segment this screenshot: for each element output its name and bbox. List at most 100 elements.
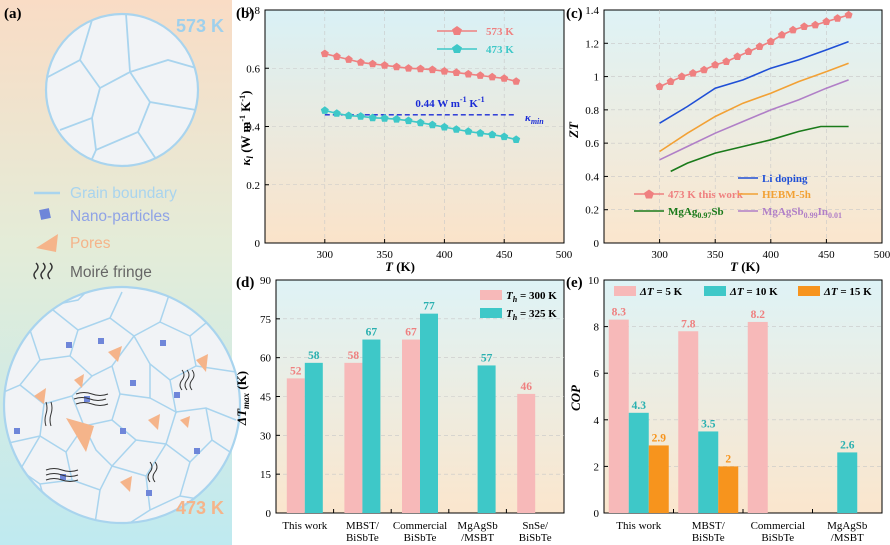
panel-e-label: (e) bbox=[566, 275, 583, 291]
panel-d: (d) 0 15 30 45 60 75 90 This work MBST/BiSbTe Com… bbox=[234, 275, 565, 544]
data-point-1 bbox=[356, 112, 365, 120]
x-tick-label: 400 bbox=[436, 249, 453, 261]
data-point-1 bbox=[476, 129, 485, 137]
bar-0 bbox=[344, 362, 363, 513]
x-tick-label: 500 bbox=[556, 249, 573, 261]
y-tick-label: 1.4 bbox=[585, 5, 599, 17]
y-tick-label: 15 bbox=[260, 469, 272, 481]
x-tick-label: SnSe/BiSbTe bbox=[519, 520, 552, 544]
y-tick-label: 6 bbox=[594, 368, 600, 380]
legend-dt5-label: ΔT = 5 K bbox=[639, 286, 683, 298]
y-tick-label: 1 bbox=[594, 72, 600, 84]
panel-c-ticks: 0 0.2 0.4 0.6 0.8 1 1.2 1.4 300 350 400 450 500 bbox=[585, 5, 890, 261]
data-point-1 bbox=[380, 114, 389, 122]
nano-particle-icon bbox=[39, 208, 51, 220]
y-tick-label: 60 bbox=[260, 353, 272, 365]
bar-value-label: 8.3 bbox=[612, 307, 627, 319]
bar-1 bbox=[304, 362, 323, 513]
panel-b-ticks: 0 0.2 0.4 0.6 0.8 300 350 400 450 500 bbox=[246, 5, 573, 261]
panel-b-xlabel: T (K) bbox=[385, 259, 415, 274]
data-point-1 bbox=[404, 116, 413, 125]
data-point-0 bbox=[822, 17, 831, 25]
panel-e-legend: ΔT = 5 K ΔT = 10 K ΔT = 15 K bbox=[614, 286, 872, 298]
legend-dt15-swatch bbox=[798, 286, 820, 296]
legend-473k-label: 473 K bbox=[486, 44, 514, 56]
panel-c-legend: Li doping 473 K this work HEBM-5h MgAg0.… bbox=[634, 173, 842, 220]
bar-value-label: 52 bbox=[290, 365, 302, 377]
data-point-0 bbox=[404, 64, 413, 72]
y-tick-label: 2 bbox=[594, 461, 600, 473]
bar-value-label: 7.8 bbox=[681, 318, 696, 330]
data-point-0 bbox=[440, 67, 449, 75]
data-point-0 bbox=[711, 60, 720, 69]
legend-573k-label: 573 K bbox=[486, 26, 514, 38]
x-tick-label: 450 bbox=[496, 249, 513, 261]
bar-value-label: 2.9 bbox=[652, 432, 667, 444]
bar-0 bbox=[286, 378, 305, 513]
panel-c-ylabel: ZT bbox=[566, 121, 581, 139]
y-tick-label: 0 bbox=[594, 238, 600, 250]
x-tick-label: MgAgSb/MSBT bbox=[827, 520, 868, 544]
data-point-0 bbox=[488, 72, 497, 81]
data-point-0 bbox=[811, 20, 820, 29]
legend-dt10-swatch bbox=[704, 286, 726, 296]
bar-2 bbox=[648, 445, 669, 513]
panel-b-plot bbox=[320, 49, 521, 143]
data-point-0 bbox=[744, 47, 753, 55]
y-tick-label: 0.4 bbox=[246, 122, 260, 134]
panel-b-legend: 573 K 473 K bbox=[437, 26, 514, 56]
bar-0 bbox=[402, 339, 420, 513]
bar-0 bbox=[608, 319, 629, 513]
bar-0 bbox=[678, 331, 699, 513]
panel-e-ticks: 0 2 4 6 8 10 This work MBST/BiSbTe Commercial BiS… bbox=[588, 275, 868, 544]
panel-d-ticks: 0 15 30 45 60 75 90 This work MBST/BiSbTe Commerc… bbox=[260, 275, 552, 544]
legend-473k-marker bbox=[452, 44, 462, 53]
panel-d-label: (d) bbox=[236, 275, 254, 291]
legend-hebm-label: HEBM-5h bbox=[762, 189, 811, 201]
panel-c-label: (c) bbox=[566, 6, 583, 22]
y-tick-label: 0 bbox=[255, 238, 261, 250]
y-tick-label: 90 bbox=[260, 275, 272, 287]
y-tick-label: 0.6 bbox=[246, 63, 260, 75]
panel-d-ylabel: ΔTmax (K) bbox=[234, 371, 251, 426]
bar-value-label: 67 bbox=[405, 327, 417, 339]
x-tick-label: This work bbox=[616, 520, 661, 532]
pore-icon bbox=[36, 234, 58, 252]
fine-grain-schematic: 473 K bbox=[2, 285, 242, 525]
bar-value-label: 77 bbox=[423, 301, 435, 313]
data-point-1 bbox=[512, 135, 521, 143]
panel-e-plot: 8.3 4.3 2.9 7.8 3.5 2 8.2 2.6 bbox=[608, 307, 858, 513]
y-tick-label: 0.8 bbox=[585, 105, 599, 117]
data-point-0 bbox=[733, 52, 742, 60]
bar-2 bbox=[718, 466, 739, 513]
data-point-1 bbox=[320, 106, 329, 114]
nano-particles-label: Nano-particles bbox=[70, 208, 170, 225]
pores-label: Pores bbox=[70, 235, 111, 252]
data-point-0 bbox=[392, 62, 401, 71]
panel-d-legend: Th = 300 K Th = 325 K bbox=[480, 290, 557, 322]
series-line-3 bbox=[659, 79, 849, 161]
data-point-0 bbox=[700, 65, 709, 74]
top-temperature-label: 573 K bbox=[176, 16, 224, 36]
x-tick-label: MgAgSb/MSBT bbox=[457, 520, 498, 544]
data-point-0 bbox=[344, 55, 353, 63]
panel-c-grid bbox=[604, 10, 882, 243]
data-point-0 bbox=[755, 42, 764, 50]
grain-boundary-label: Grain boundary bbox=[70, 185, 177, 202]
data-point-0 bbox=[416, 64, 425, 73]
series-line-2 bbox=[659, 62, 849, 153]
y-tick-label: 1.2 bbox=[585, 38, 599, 50]
data-point-0 bbox=[800, 22, 809, 30]
panel-a: (a) 573 K Grain boundary Nano-particles bbox=[0, 0, 242, 545]
x-tick-label: 500 bbox=[874, 249, 890, 261]
moire-fringe-icon bbox=[33, 262, 53, 280]
data-point-1 bbox=[488, 130, 497, 139]
x-tick-label: 300 bbox=[651, 249, 668, 261]
legend-this-work-marker bbox=[644, 189, 654, 199]
data-point-1 bbox=[344, 111, 353, 120]
bar-0 bbox=[747, 321, 768, 513]
bar-1 bbox=[420, 313, 438, 513]
bar-1 bbox=[837, 452, 858, 513]
bar-value-label: 57 bbox=[481, 352, 493, 364]
